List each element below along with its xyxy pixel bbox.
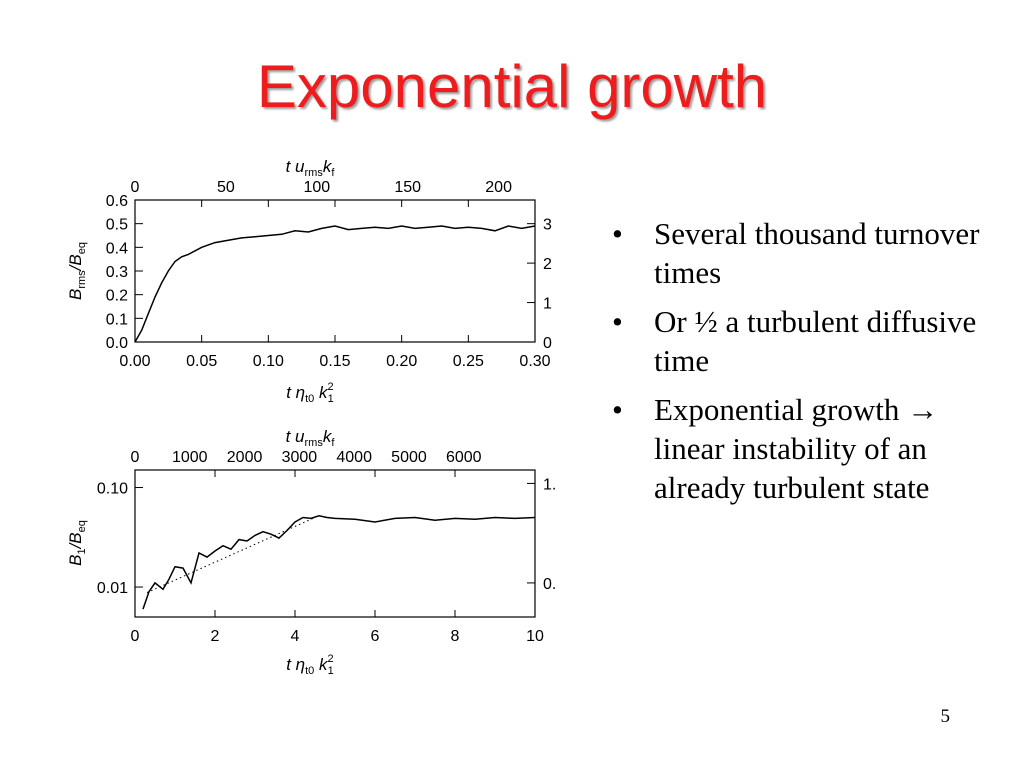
top-y-tick-label: 0.0 [106,335,128,352]
bottom-y-axis-label: B1/Beq [66,520,88,566]
top-y2-tick-label: 2 [543,256,552,273]
bottom-series-line [142,515,536,610]
bottom-x-tick-label: 6 [371,628,380,645]
top-x-tick-label: 0.20 [386,353,417,370]
top-y-tick-label: 0.4 [106,240,128,257]
bullet-list: • Several thousand turnover times • Or ½ a… [612,214,992,517]
bullet-text: Or ½ a turbulent diffusive time [654,304,977,378]
bullet-dot-icon: • [612,216,623,251]
top-x-axis-label: t ηt0 k2 1 [286,381,334,405]
top-x2-tick-label: 150 [394,179,421,196]
top-x-tick-label: 0.25 [453,353,484,370]
bottom-x2-axis-label: t urmskf [286,427,336,449]
top-x2-tick-label: 0 [131,179,140,196]
top-x2-axis-label: t urmskf [286,157,336,179]
top-y-tick-label: 0.2 [106,288,128,305]
bullet-item: • Exponential growth → linear instability… [612,390,992,507]
top-x-tick-label: 0.05 [186,353,217,370]
top-x-tick-label: 0.00 [119,353,150,370]
bottom-x-axis-label: t ηt0 k2 1 [286,653,334,677]
bottom-x2-tick-label: 2000 [227,449,263,466]
bottom-x-tick-label: 0 [131,628,140,645]
bottom-x2-tick-label: 6000 [446,449,482,466]
bottom-x2-tick-label: 3000 [282,449,318,466]
bottom-y2-tick-label: 0.1 [543,576,555,593]
bottom-x-tick-label: 8 [451,628,460,645]
bullet-text: Several thousand turnover times [654,216,980,290]
top-x-tick-label: 0.30 [519,353,550,370]
top-x2-tick-label: 50 [217,179,235,196]
top-y-tick-label: 0.3 [106,264,128,281]
bottom-x-tick-label: 2 [211,628,220,645]
bottom-x2-tick-label: 0 [131,449,140,466]
bullet-dot-icon: • [612,304,623,339]
bullet-item: • Several thousand turnover times [612,214,992,292]
top-x-tick-label: 0.10 [253,353,284,370]
top-y2-tick-label: 0 [543,335,552,352]
top-y-axis-label: Brms/Beq [66,242,88,300]
chart-top: 0.00 0.05 0.10 0.15 0.20 0.25 0.300 50 100 150 200… [66,157,552,405]
top-y-tick-label: 0.1 [106,311,128,328]
top-series-line [134,225,536,343]
top-y2-tick-label: 1 [543,296,552,313]
bottom-x2-tick-label: 4000 [336,449,372,466]
bottom-x-tick-label: 4 [291,628,300,645]
bottom-y-tick-label: 0.10 [97,481,128,498]
top-x-tick-label: 0.15 [319,353,350,370]
slide-title: Exponential growth [256,53,768,120]
top-y2-tick-label: 3 [543,217,552,234]
bottom-y2-tick-label: 1.0 [543,476,555,493]
bullet-item: • Or ½ a turbulent diffusive time [612,302,992,380]
bottom-x2-tick-label: 1000 [172,449,208,466]
chart-bottom: 0 2 4 6 8 100 1000 2000 3000 4000 5000 60000.010.10… [66,427,555,677]
bullet-dot-icon: • [612,392,623,427]
bottom-fit-line [146,517,316,594]
bottom-x-tick-label: 10 [526,628,544,645]
top-x2-tick-label: 100 [303,179,330,196]
page-number: 5 [940,706,951,727]
bottom-y-tick-label: 0.01 [97,580,128,597]
top-plot-frame [134,199,536,343]
bottom-plot-frame [134,469,536,618]
top-y-tick-label: 0.5 [106,217,128,234]
top-x2-tick-label: 200 [485,179,512,196]
bottom-x2-tick-label: 5000 [391,449,427,466]
bullet-text: Exponential growth → linear instability … [654,392,939,505]
top-y-tick-label: 0.6 [106,193,128,210]
